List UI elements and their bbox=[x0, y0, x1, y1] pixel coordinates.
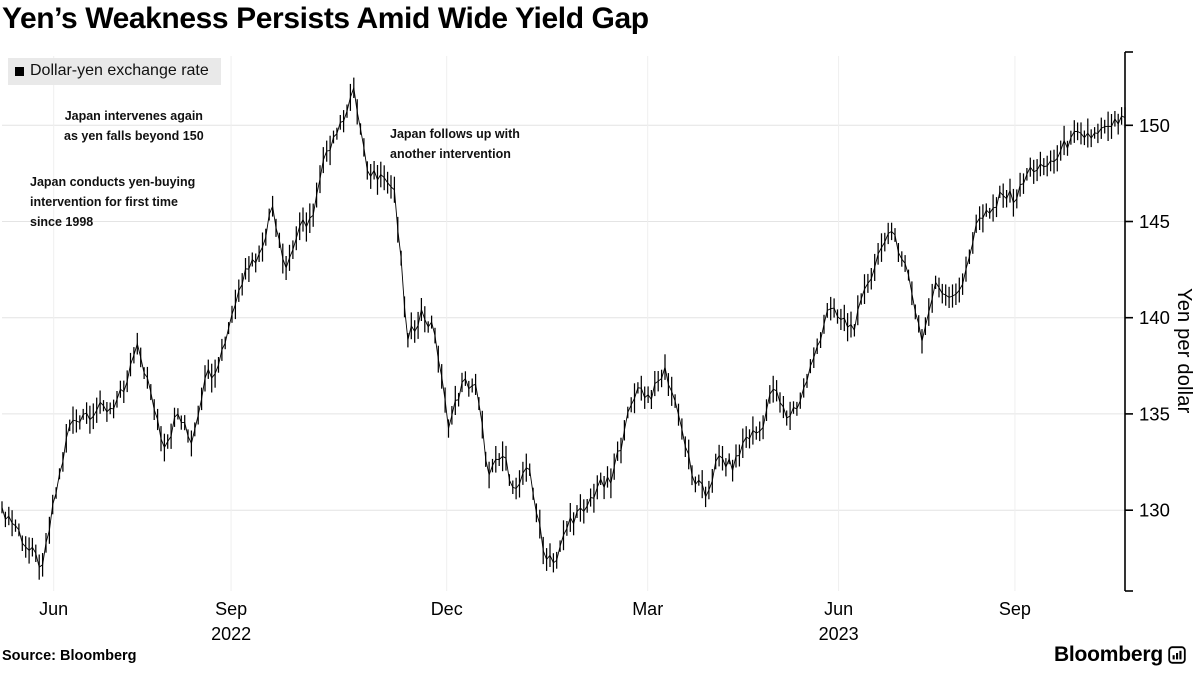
page-title: Yen’s Weakness Persists Amid Wide Yield … bbox=[2, 2, 649, 35]
svg-text:2023: 2023 bbox=[819, 624, 859, 644]
svg-text:Jun: Jun bbox=[39, 599, 68, 619]
bloomberg-wordmark: Bloomberg bbox=[1053, 643, 1163, 666]
svg-text:Jun: Jun bbox=[824, 599, 853, 619]
bloomberg-logo: Bloomberg bbox=[1054, 643, 1186, 667]
svg-text:Sep: Sep bbox=[215, 599, 247, 619]
bloomberg-bars-icon bbox=[1168, 646, 1186, 664]
annotation-line: Japan intervenes again bbox=[64, 109, 203, 123]
annotation-line: as yen falls beyond 150 bbox=[64, 129, 204, 143]
price-chart: 130 135 140 145 150 Jun Sep 2022 Dec Mar Jun 2023 Se… bbox=[1, 51, 1170, 644]
svg-text:Mar: Mar bbox=[632, 599, 663, 619]
annotation-line: Japan follows up with bbox=[390, 127, 520, 141]
annotation-intervenes-again: Japan intervenes again as yen falls beyo… bbox=[64, 106, 204, 146]
annotation-first-intervention: Japan conducts yen-buying intervention f… bbox=[30, 172, 195, 232]
svg-text:Sep: Sep bbox=[999, 599, 1031, 619]
legend-square-marker-icon bbox=[15, 66, 24, 76]
annotation-line: intervention for first time bbox=[30, 195, 178, 209]
svg-text:135: 135 bbox=[1139, 403, 1170, 424]
legend: Dollar-yen exchange rate bbox=[8, 58, 221, 85]
annotation-line: since 1998 bbox=[30, 215, 94, 229]
svg-text:150: 150 bbox=[1139, 115, 1170, 136]
svg-text:140: 140 bbox=[1139, 307, 1170, 328]
svg-text:Dec: Dec bbox=[431, 599, 463, 619]
legend-label: Dollar-yen exchange rate bbox=[30, 62, 209, 79]
svg-text:145: 145 bbox=[1139, 211, 1170, 232]
y-axis-title: Yen per dollar bbox=[1173, 288, 1195, 414]
annotation-line: another intervention bbox=[390, 147, 511, 161]
svg-text:130: 130 bbox=[1139, 500, 1170, 521]
annotation-follow-up: Japan follows up with another interventi… bbox=[390, 124, 520, 164]
svg-text:2022: 2022 bbox=[211, 624, 251, 644]
source-note: Source: Bloomberg bbox=[2, 648, 137, 664]
annotation-line: Japan conducts yen-buying bbox=[30, 175, 196, 189]
